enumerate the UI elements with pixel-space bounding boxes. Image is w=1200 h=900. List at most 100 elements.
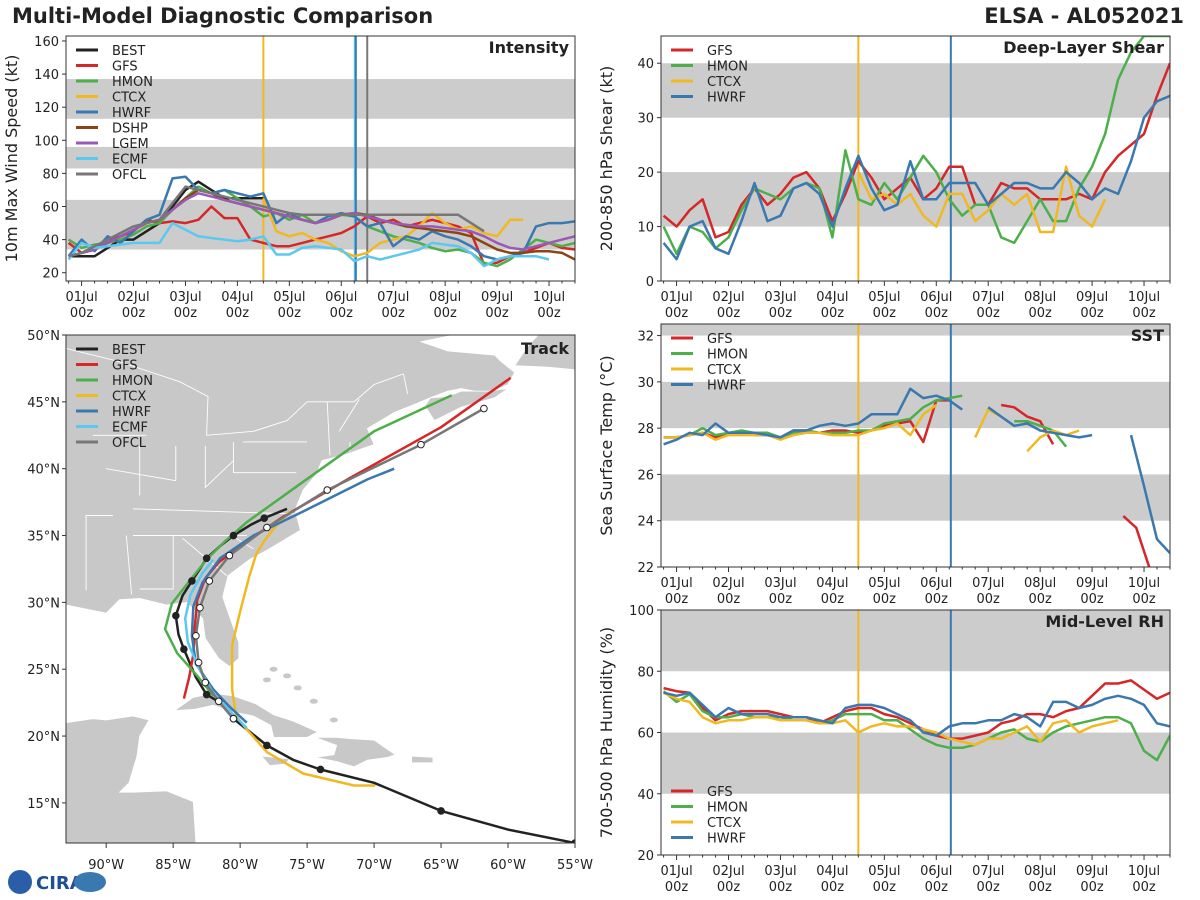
series-gfs_b [1000, 403, 1055, 445]
track-ctcx [235, 715, 376, 787]
ofcl-track-point [229, 714, 238, 723]
x-tick-label-date: 05Jul [868, 576, 900, 591]
ofcl-track-point [323, 486, 331, 494]
ofcl-track-point [196, 603, 204, 612]
x-tick-label-date: 01Jul [660, 864, 692, 879]
y-tick-label: 26 [637, 468, 654, 483]
series-hwrf [663, 691, 1170, 737]
y-tick-label: 35°N [27, 530, 60, 545]
y-tick-label: 20 [42, 267, 59, 282]
series-gfs [662, 62, 1170, 239]
x-tick-label-date: 09Jul [1076, 290, 1108, 305]
x-tick-label-hour: 00z [717, 880, 741, 895]
series-ctcx [663, 691, 1119, 747]
series-ctcx [663, 403, 938, 441]
panel-title: Mid-Level RH [1045, 612, 1164, 631]
best-track-point [571, 839, 575, 843]
series-ofcl [68, 185, 485, 258]
series-ctcx [262, 197, 524, 258]
border-line [106, 468, 176, 482]
x-tick-label-date: 08Jul [429, 290, 461, 305]
x-tick-label-date: 03Jul [169, 290, 201, 305]
x-tick-label-date: 09Jul [481, 290, 513, 305]
land-nova-scotia [424, 388, 509, 422]
series-gfs_c [1122, 515, 1151, 567]
y-axis-label: Sea Surface Temp (°C) [597, 355, 616, 535]
panel-shear: 01020304001Jul00z02Jul00z03Jul00z04Jul00… [597, 35, 1171, 321]
x-tick-label-hour: 00z [1080, 306, 1104, 321]
x-tick-label-hour: 00z [537, 306, 561, 321]
track-hwrf [190, 467, 395, 724]
y-tick-label: 140 [34, 68, 59, 83]
legend-label-ofcl: OFCL [112, 168, 147, 183]
x-tick-label-date: 02Jul [712, 576, 744, 591]
cira-logo: CIRA [8, 870, 106, 894]
y-axis-label: 10m Max Wind Speed (kt) [2, 55, 21, 263]
legend-label-ctcx: CTCX [707, 363, 741, 378]
x-tick-label-date: 06Jul [920, 576, 952, 591]
y-tick-label: 32 [637, 330, 654, 345]
series-ctcx_c [1026, 429, 1080, 453]
x-tick-label: 60°W [490, 858, 526, 873]
series-gfs [663, 679, 1170, 740]
page-title: Multi-Model Diagnostic Comparison [12, 4, 434, 28]
x-tick-label-hour: 00z [977, 306, 1001, 321]
x-tick-label-hour: 00z [717, 306, 741, 321]
land-bahamas-island [262, 677, 271, 683]
border-line [139, 535, 174, 590]
x-tick-label-hour: 00z [977, 880, 1001, 895]
shaded-band [661, 63, 1170, 118]
land-central-america [66, 715, 197, 843]
x-tick-label-date: 05Jul [273, 290, 305, 305]
x-tick-label-hour: 00z [821, 592, 845, 607]
legend-label-ecmf: ECMF [112, 153, 148, 168]
x-tick-label-date: 03Jul [764, 290, 796, 305]
x-tick-label: 80°W [222, 858, 258, 873]
shaded-band [661, 381, 1170, 429]
land-bahamas-island [293, 685, 302, 691]
x-tick-label-hour: 00z [1028, 592, 1052, 607]
border-line [66, 347, 409, 436]
series-hwrf_c [1129, 434, 1170, 554]
x-tick-label-hour: 00z [70, 306, 94, 321]
x-tick-label-hour: 00z [433, 306, 457, 321]
x-tick-label-date: 08Jul [1024, 290, 1056, 305]
best-track-point [202, 554, 211, 563]
series-hwrf [67, 175, 575, 261]
y-tick-label: 100 [34, 134, 59, 149]
x-tick-label-hour: 00z [174, 306, 198, 321]
series-hmon [662, 690, 1170, 762]
y-tick-label: 20 [637, 166, 654, 181]
ofcl-track-point [263, 523, 271, 532]
legend-label-hwrf: HWRF [707, 379, 746, 394]
x-tick-label-date: 04Jul [816, 290, 848, 305]
x-tick-label-date: 02Jul [712, 290, 744, 305]
x-tick-label-date: 09Jul [1076, 864, 1108, 879]
panel-title: Track [521, 339, 569, 358]
y-tick-label: 0 [646, 275, 654, 290]
y-tick-label: 24 [637, 515, 654, 530]
panel-title: Intensity [489, 38, 570, 57]
ofcl-track-point [417, 440, 425, 449]
ofcl-track-point [214, 697, 223, 706]
series-hwrf [663, 387, 963, 446]
legend-label-gfs: GFS [112, 60, 138, 75]
x-tick-label-date: 01Jul [65, 290, 97, 305]
x-tick-label-hour: 00z [873, 880, 897, 895]
y-axis-label: 200-850 hPa Shear (kt) [597, 66, 616, 252]
legend-label-gfs: GFS [707, 44, 733, 59]
x-tick-label-date: 08Jul [1024, 864, 1056, 879]
land-newfoundland [513, 335, 575, 371]
best-track-point [437, 807, 445, 815]
x-tick-label-date: 06Jul [920, 290, 952, 305]
legend-label-hmon: HMON [112, 75, 153, 90]
x-tick-label-hour: 00z [925, 592, 949, 607]
x-tick-label-date: 07Jul [377, 290, 409, 305]
x-tick-label-date: 02Jul [117, 290, 149, 305]
panel-sst: 22242628303201Jul00z02Jul00z03Jul00z04Ju… [597, 323, 1171, 607]
x-tick-label-date: 01Jul [660, 290, 692, 305]
plot-area [661, 324, 1170, 567]
